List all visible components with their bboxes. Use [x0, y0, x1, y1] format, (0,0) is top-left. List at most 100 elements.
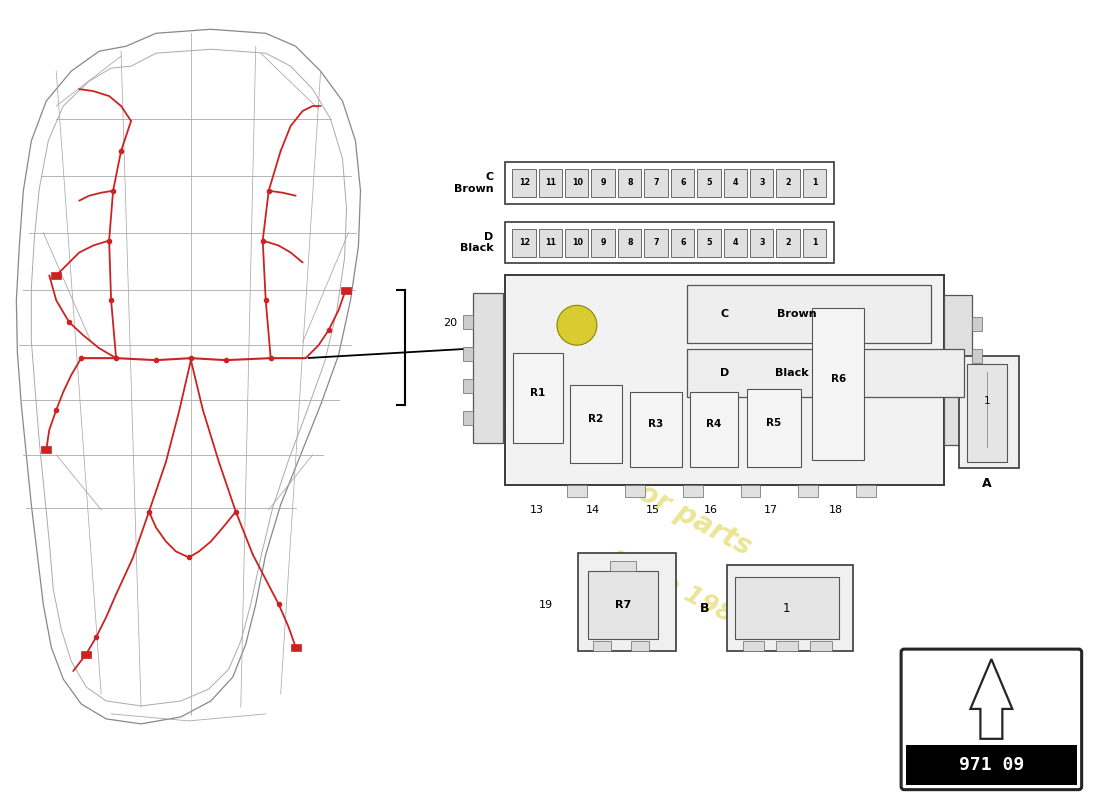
Text: 1: 1 [983, 396, 990, 406]
Text: 1: 1 [812, 178, 817, 187]
Bar [592, 169, 615, 197]
Bar [52, 272, 62, 279]
Text: R4: R4 [706, 419, 722, 430]
Text: R2: R2 [588, 414, 604, 424]
Text: R7: R7 [615, 600, 631, 610]
Bar [972, 413, 982, 427]
Text: C: C [720, 310, 728, 319]
Bar [463, 411, 473, 425]
Bar [618, 229, 641, 257]
Bar [690, 392, 737, 466]
Bar [565, 229, 588, 257]
Bar [505, 162, 834, 204]
Bar [81, 650, 91, 658]
Text: 7: 7 [653, 238, 659, 247]
Bar [539, 229, 562, 257]
Bar [803, 229, 826, 257]
Bar [727, 566, 854, 651]
Bar [803, 169, 826, 197]
Text: Brown: Brown [777, 310, 816, 319]
Bar [697, 169, 720, 197]
Bar [724, 169, 747, 197]
Text: 14: 14 [586, 505, 600, 514]
Bar [777, 169, 800, 197]
Bar [683, 485, 703, 497]
Text: a passion for parts: a passion for parts [483, 398, 757, 562]
Polygon shape [970, 659, 1012, 739]
Bar [750, 169, 773, 197]
Text: 8: 8 [627, 178, 632, 187]
Bar [290, 644, 300, 650]
Text: 6: 6 [680, 178, 685, 187]
Bar [972, 349, 982, 363]
Text: 16: 16 [704, 505, 717, 514]
Text: Black: Black [774, 368, 808, 378]
Bar [742, 641, 764, 651]
Text: 7: 7 [653, 178, 659, 187]
Bar [625, 485, 645, 497]
Bar [341, 287, 351, 294]
Bar [513, 229, 536, 257]
Bar [906, 745, 1077, 785]
FancyBboxPatch shape [505, 275, 944, 485]
Text: 9: 9 [601, 178, 606, 187]
Bar [513, 353, 563, 443]
Bar [959, 356, 1019, 468]
Bar [42, 446, 52, 454]
Text: D
Black: D Black [460, 232, 493, 254]
Bar [513, 169, 536, 197]
Bar [570, 385, 622, 462]
Text: B: B [700, 602, 710, 614]
Text: 20: 20 [443, 318, 458, 328]
Text: 3: 3 [759, 238, 764, 247]
Bar [566, 485, 587, 497]
Bar [671, 229, 694, 257]
FancyBboxPatch shape [901, 649, 1081, 790]
Text: 4: 4 [733, 178, 738, 187]
Text: since 1985: since 1985 [607, 543, 752, 635]
Bar [724, 229, 747, 257]
Bar [686, 286, 931, 343]
Bar [463, 347, 473, 361]
Text: 2: 2 [785, 178, 792, 187]
Bar [578, 554, 675, 651]
Text: R1: R1 [530, 388, 546, 398]
Text: 10: 10 [572, 238, 583, 247]
Text: 2: 2 [785, 238, 792, 247]
Bar [856, 485, 877, 497]
Bar [630, 641, 649, 651]
Text: D: D [719, 368, 729, 378]
Bar [967, 364, 1006, 462]
Text: 13: 13 [530, 505, 544, 514]
Bar [735, 578, 839, 639]
Bar [618, 169, 641, 197]
Text: 3: 3 [759, 178, 764, 187]
Text: 11: 11 [546, 178, 557, 187]
Text: 18: 18 [829, 505, 844, 514]
Bar [645, 169, 668, 197]
Bar [740, 485, 760, 497]
Text: 9: 9 [601, 238, 606, 247]
Bar [645, 229, 668, 257]
Text: 11: 11 [546, 238, 557, 247]
Bar [505, 222, 834, 263]
Bar [747, 389, 802, 466]
Bar [609, 562, 636, 571]
Bar [777, 641, 799, 651]
Text: 5: 5 [706, 178, 712, 187]
Bar [750, 229, 773, 257]
Circle shape [557, 306, 597, 345]
Text: R3: R3 [648, 419, 663, 430]
Text: 6: 6 [680, 238, 685, 247]
Text: 12: 12 [519, 178, 530, 187]
Bar [777, 229, 800, 257]
Bar [812, 308, 865, 460]
Text: 1: 1 [783, 602, 791, 614]
Text: C
Brown: C Brown [453, 172, 493, 194]
Text: 5: 5 [706, 238, 712, 247]
Bar [473, 294, 503, 443]
Bar [592, 229, 615, 257]
Text: R6: R6 [830, 374, 846, 384]
Bar [944, 295, 972, 445]
Bar [697, 229, 720, 257]
